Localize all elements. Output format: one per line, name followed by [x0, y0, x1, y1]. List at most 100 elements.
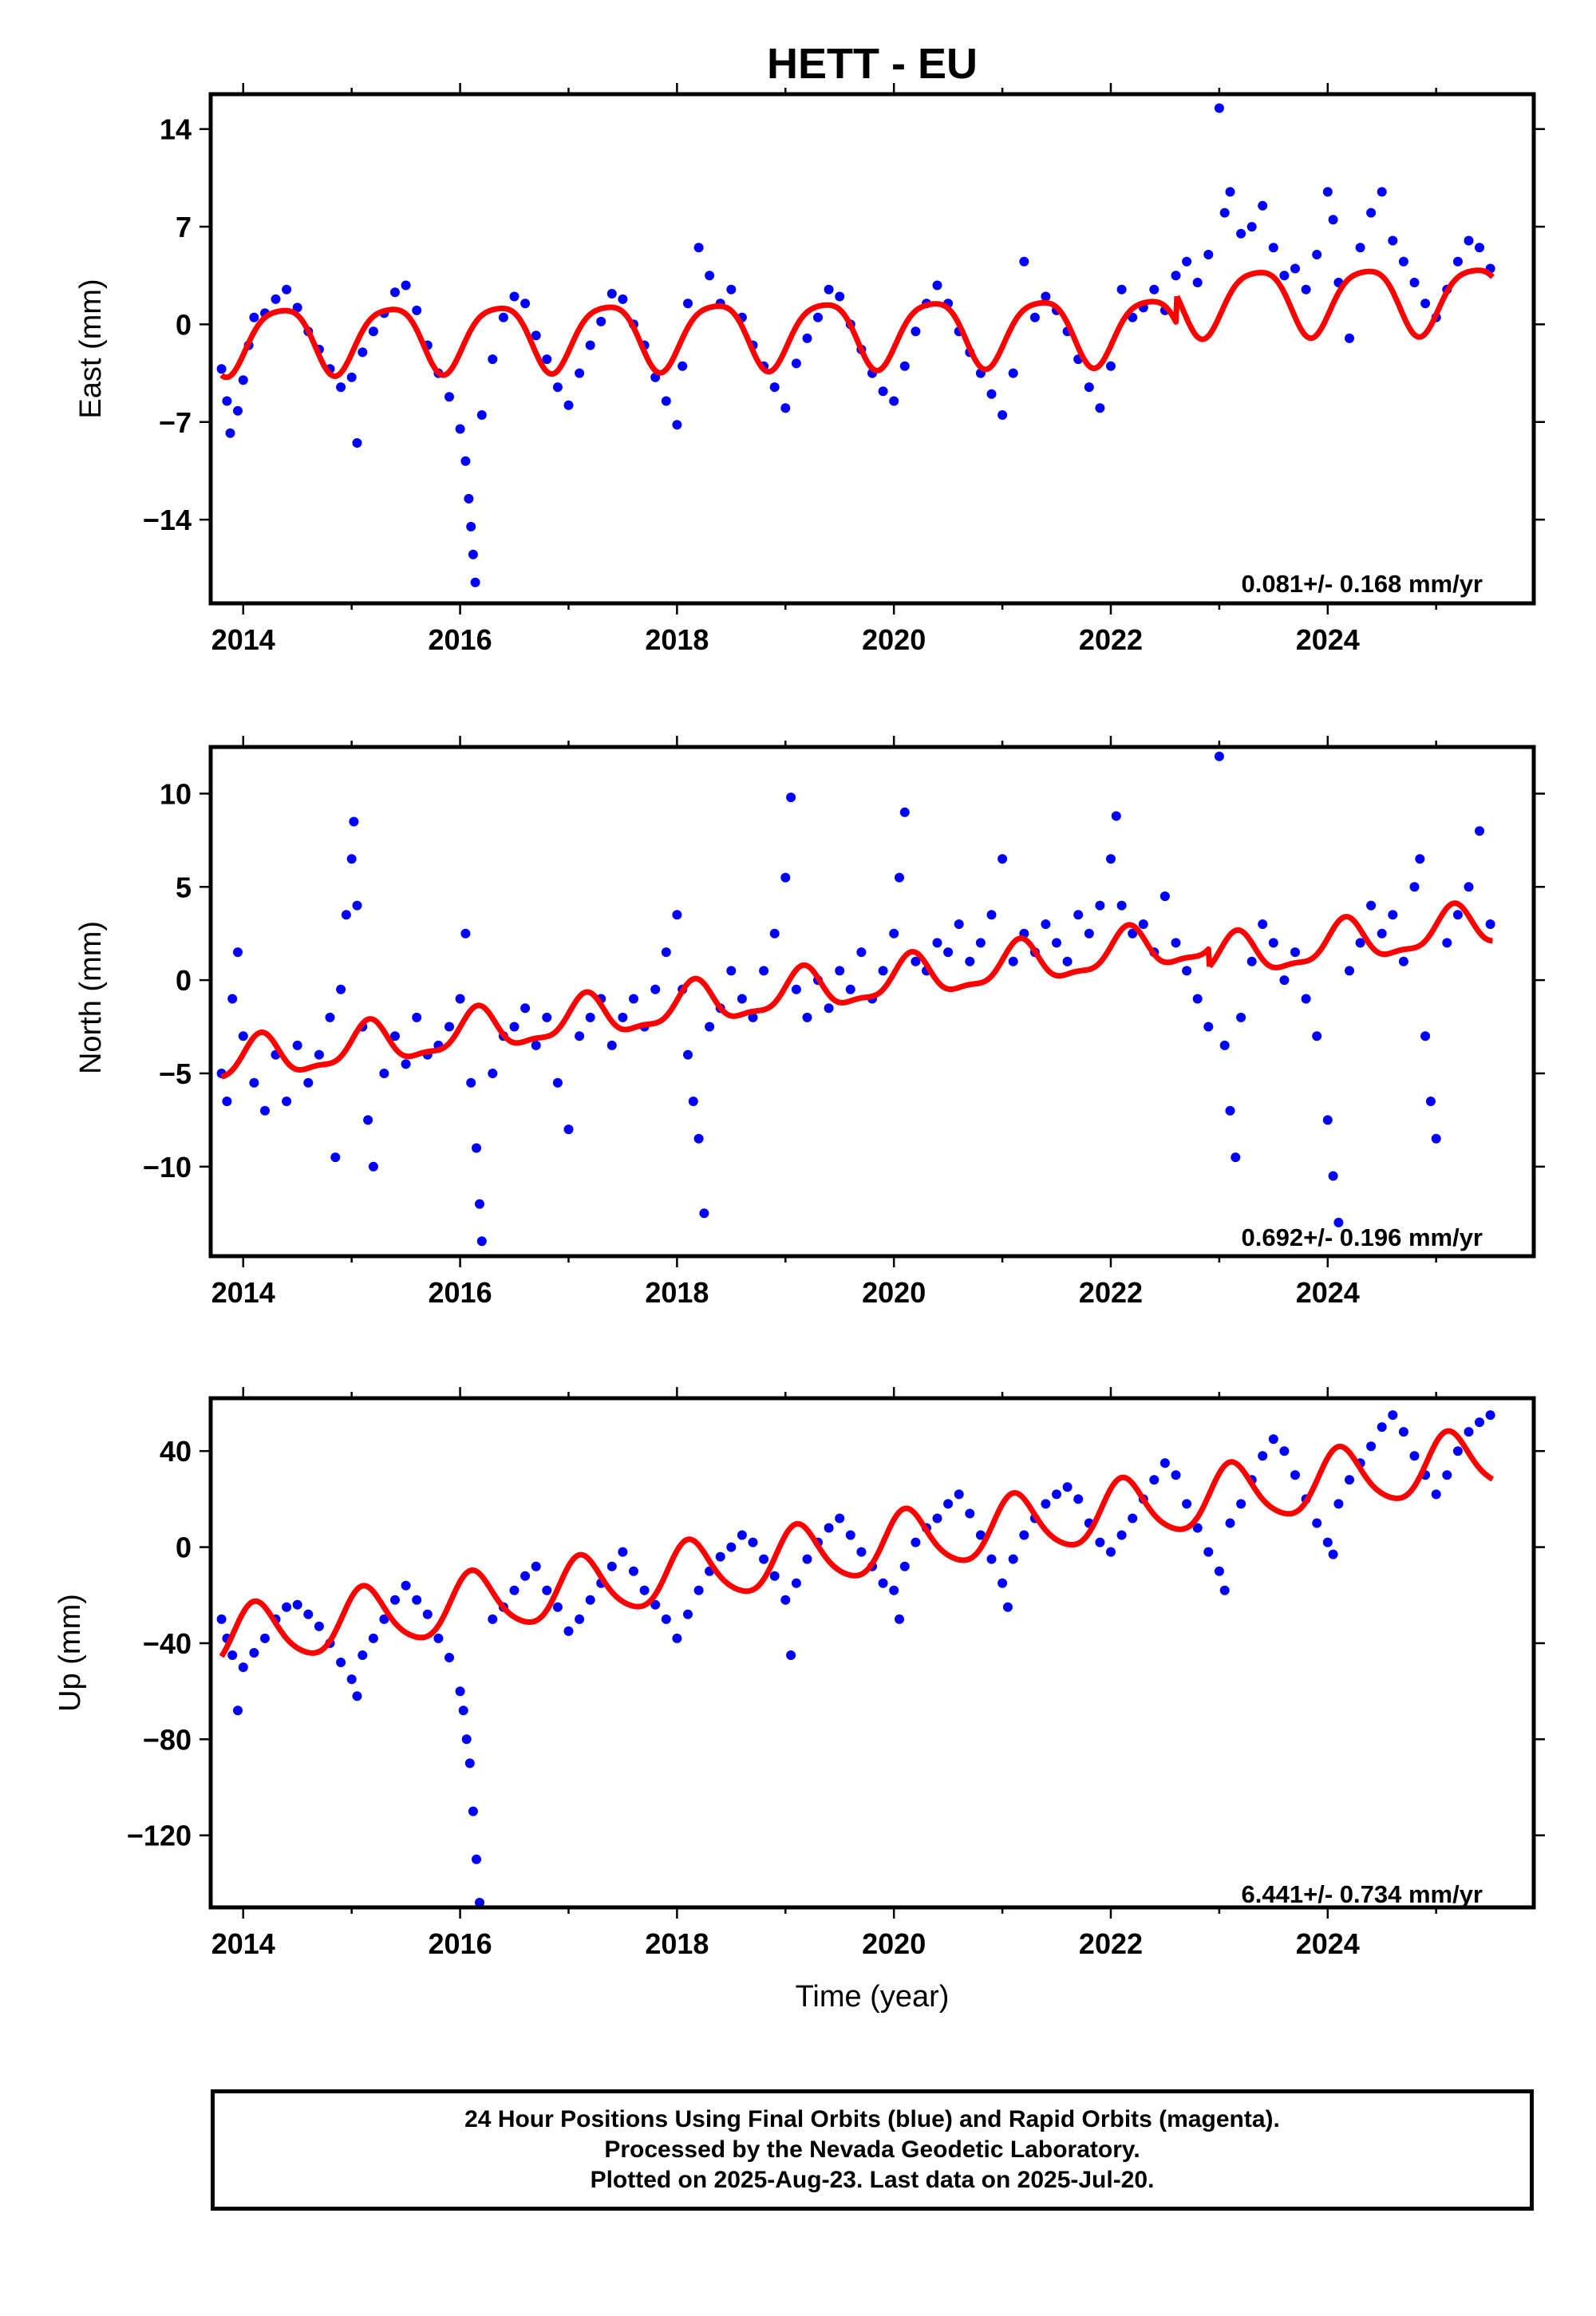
north-data-point: [1485, 919, 1495, 929]
east-data-point: [1279, 271, 1290, 281]
north-data-point: [895, 872, 904, 883]
north-y-tick-label: 0: [176, 964, 192, 997]
east-data-point: [585, 340, 595, 350]
north-data-point: [1333, 1217, 1344, 1227]
east-data-point: [1268, 243, 1278, 253]
north-y-axis-label: North (mm): [74, 921, 108, 1074]
up-data-point: [1159, 1458, 1170, 1468]
north-data-point: [1398, 956, 1408, 966]
east-data-point: [282, 284, 292, 294]
north-data-point: [1171, 938, 1181, 948]
north-data-point: [282, 1097, 292, 1106]
up-data-point: [585, 1595, 595, 1605]
up-data-point: [683, 1609, 693, 1619]
north-data-point: [705, 1022, 715, 1032]
east-data-point: [352, 438, 362, 448]
up-data-point: [1333, 1499, 1344, 1509]
east-data-point: [216, 364, 227, 374]
north-data-point: [346, 854, 357, 864]
east-data-point: [1345, 333, 1354, 343]
east-x-tick-label: 2020: [862, 623, 926, 656]
north-data-point: [672, 910, 682, 920]
north-data-point: [889, 928, 899, 939]
north-data-point: [1116, 900, 1127, 911]
up-data-point: [629, 1566, 638, 1576]
north-data-point: [802, 1012, 812, 1022]
north-data-point: [1111, 811, 1121, 821]
east-data-point: [596, 316, 606, 326]
up-data-point: [227, 1650, 238, 1660]
up-data-point: [954, 1489, 964, 1500]
up-model-curve: [219, 1428, 1495, 1658]
north-data-point: [629, 994, 638, 1004]
up-data-point: [672, 1633, 682, 1643]
north-model-curve: [219, 900, 1495, 1080]
north-data-point: [585, 1012, 595, 1022]
east-data-point: [412, 305, 422, 315]
up-data-point: [1409, 1451, 1420, 1461]
north-data-point: [336, 984, 346, 994]
east-data-point: [1312, 250, 1322, 259]
east-data-point: [238, 375, 248, 385]
north-data-point: [476, 1236, 487, 1247]
up-data-point: [748, 1537, 758, 1547]
east-data-point: [1409, 278, 1420, 287]
north-data-point: [856, 947, 867, 958]
east-data-point: [1355, 243, 1365, 253]
up-data-point: [1192, 1523, 1203, 1533]
north-data-point: [975, 938, 986, 948]
up-y-tick-label: −80: [143, 1723, 192, 1756]
east-data-point: [1398, 256, 1408, 267]
up-data-point: [455, 1686, 465, 1697]
east-data-point: [1366, 207, 1377, 218]
up-data-point: [563, 1626, 574, 1636]
up-data-point: [468, 1806, 478, 1816]
east-data-point: [726, 284, 737, 294]
east-data-point: [542, 354, 552, 365]
north-axis-ticks: 2014 2016 2018 2020 2022 2024 −10 −5 0 5 10: [143, 736, 1545, 1309]
east-data-point: [292, 302, 302, 313]
north-x-tick-label: 2020: [862, 1276, 926, 1309]
up-data-point: [1002, 1602, 1013, 1612]
north-data-point: [455, 994, 465, 1004]
up-data-point: [998, 1578, 1008, 1588]
east-data-point: [1464, 235, 1474, 246]
up-data-point: [693, 1585, 704, 1595]
north-data-point: [835, 966, 845, 976]
up-data-point: [1219, 1585, 1230, 1595]
east-data-point: [470, 577, 480, 587]
north-x-tick-label: 2018: [645, 1276, 709, 1309]
north-data-point: [1420, 1031, 1431, 1041]
north-panel: 2014 2016 2018 2020 2022 2024 −10 −5 0 5 10 North (…: [74, 736, 1545, 1309]
north-x-tick-label: 2016: [429, 1276, 492, 1309]
north-data-point: [1279, 975, 1290, 986]
up-data-point: [1106, 1547, 1116, 1557]
up-data-point: [895, 1614, 904, 1624]
north-data-point: [460, 928, 471, 939]
north-data-point: [520, 1003, 531, 1014]
up-data-point: [606, 1561, 617, 1571]
up-data-point: [552, 1602, 563, 1612]
up-data-point: [899, 1561, 910, 1571]
north-data-point: [249, 1077, 259, 1088]
up-data-point: [1149, 1475, 1159, 1485]
east-data-point: [444, 392, 454, 402]
east-data-point: [618, 294, 628, 304]
up-data-point: [336, 1658, 346, 1667]
up-y-tick-label: −120: [127, 1820, 192, 1852]
east-axis-ticks: 2014 2016 2018 2020 2022 2024 −14 −7 0 7 14: [143, 83, 1545, 656]
east-data-point: [552, 382, 563, 393]
up-data-point: [216, 1614, 227, 1624]
north-y-tick-label: 10: [160, 777, 192, 810]
north-data-point: [330, 1152, 341, 1163]
east-data-point: [460, 456, 471, 466]
north-data-point: [531, 1040, 541, 1050]
footer-line-orbits: 24 Hour Positions Using Final Orbits (bl…: [464, 2106, 1280, 2132]
up-data-point: [1268, 1434, 1278, 1445]
north-data-point: [401, 1059, 411, 1069]
north-data-point: [575, 1031, 585, 1041]
north-data-point: [943, 947, 954, 958]
east-data-point: [464, 493, 474, 504]
north-data-point: [661, 947, 671, 958]
footer-line-processed-by: Processed by the Nevada Geodetic Laborat…: [604, 2136, 1140, 2163]
